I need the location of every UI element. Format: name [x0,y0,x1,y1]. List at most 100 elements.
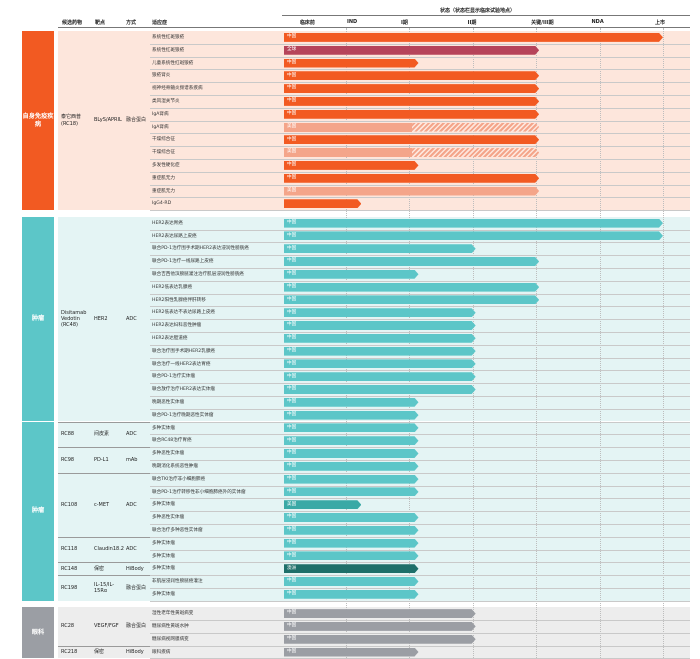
area-label: 肿瘤 [22,216,54,422]
header-candidate: 候选药物 [62,20,83,26]
bar-location-label: 中国 [287,411,297,417]
indication-label: 多种实体瘤 [152,566,175,572]
bar-location-label: 中国 [287,610,297,616]
drug-target: IL-15/IL-15Rα [94,581,114,594]
row-separator [150,421,690,423]
pipeline-bar [284,411,419,420]
bar-location-label: 中国 [287,296,297,302]
drug-modality: 融合蛋白 [126,117,147,124]
bar-location-label: 中国 [287,399,297,405]
bar-location-label: 中国 [287,539,297,545]
header-bottom-rule [58,27,690,28]
pipeline-bar [284,33,663,42]
bar-location-label: 中国 [287,591,297,597]
header-status: 状态（状态栏显示临床试验地点） [440,8,516,14]
row-separator [150,56,690,58]
stage-gridline [536,28,537,659]
bar-location-label: 中国 [287,309,297,315]
drug-modality: ADC [126,315,137,322]
pipeline-bar [284,648,419,657]
bar-location-label: 澳洲 [287,565,297,571]
row-separator [150,107,690,109]
indication-label: 重症肌无力 [152,188,175,194]
row-separator [150,485,690,487]
row-separator [150,280,690,282]
bar-location-label: 中国 [287,450,297,456]
bar-location-label: 中国 [287,463,297,469]
indication-label: 联合治疗多种恶性实体瘤 [152,527,203,533]
indication-label: 晚期恶性实体瘤 [152,399,185,405]
indication-label: 干燥综合征 [152,150,175,156]
drug-name: RC148 [61,565,78,572]
pipeline-bar [284,551,419,560]
pipeline-bar [284,622,476,631]
row-separator [150,197,690,199]
row-separator [150,95,690,96]
pipeline-bar [284,334,476,343]
bar-location-label: 中国 [287,552,297,558]
indication-label: HER2阳性乳腺癌伴肝转移 [152,297,206,303]
indication-label: 联合PD-1治疗一线尿路上皮癌 [152,259,214,265]
pipeline-bar [284,513,419,522]
bar-location-label: 中国 [287,373,297,379]
indication-label: 狼疮肾炎 [152,73,171,79]
pipeline-bar [284,359,476,368]
indication-label: 糖尿病性黄斑水肿 [152,624,189,629]
row-separator [150,171,690,173]
bar-location-label: 中国 [287,34,297,40]
drug-modality: 融合蛋白 [126,584,147,591]
bar-location-label: 中国 [287,347,297,353]
bar-location-label: 中国 [287,111,297,116]
pipeline-bar [284,84,539,93]
row-separator [150,210,690,212]
pipeline-bar [284,187,539,196]
bar-location-label: 中国 [287,322,297,328]
indication-label: 类风湿关节炎 [152,99,180,104]
indication-label: HER2表达尿路上皮癌 [152,233,197,239]
pipeline-bar [284,475,419,484]
indication-label: IgA肾病 [152,111,169,117]
drug-modality: HiBody [126,565,144,572]
row-separator [150,575,690,577]
row-separator [150,267,690,269]
indication-label: 儿童系统性红斑狼疮 [152,60,194,66]
row-separator [150,395,690,397]
stage-gridline [345,28,347,659]
header-indication: 适应症 [152,20,168,26]
row-separator [150,536,690,538]
pipeline-bar [284,161,419,170]
pipeline-bar [284,564,419,573]
area-label: 眼科 [22,607,54,659]
bar-location-label: 中国 [287,283,297,289]
indication-label: 联合PD-1治疗围手术期HER2表达浸润性膀胱癌 [152,246,249,252]
pipeline-bar [284,97,539,106]
stage-header: 临床前 [299,20,315,26]
drug-name: RC98 [61,456,75,463]
bar-location-label: 中国 [287,175,297,180]
row-separator [150,43,690,45]
bar-location-label: 中国 [287,514,297,520]
bar-location-label: 中国 [287,136,297,142]
row-separator [150,242,690,244]
indication-label: 非肌层浸润性膀胱癌灌注 [152,579,203,585]
row-separator [150,620,690,621]
row-separator [150,562,690,564]
pipeline-bar-solid-part [284,122,413,132]
row-separator [150,133,690,135]
row-separator [150,600,690,602]
pipeline-bar [284,231,663,240]
pipeline-bar [284,398,419,407]
drug-target: PD-L1 [94,456,109,463]
bar-location-label: 中国 [287,623,297,629]
stage-gridline [663,28,664,659]
bar-location-label: 全球 [287,47,297,52]
drug-target: BLyS/APRIL [94,117,122,124]
header-modality: 方式 [126,20,137,26]
indication-label: 系统性红斑狼疮 [152,47,185,53]
bar-location-label: 中国 [287,488,297,494]
indication-label: 多种恶性实体瘤 [152,515,185,521]
indication-label: 视神经脊髓炎频谱系疾病 [152,86,203,92]
bar-location-label: 美国 [287,123,297,129]
pipeline-bar [284,436,419,445]
